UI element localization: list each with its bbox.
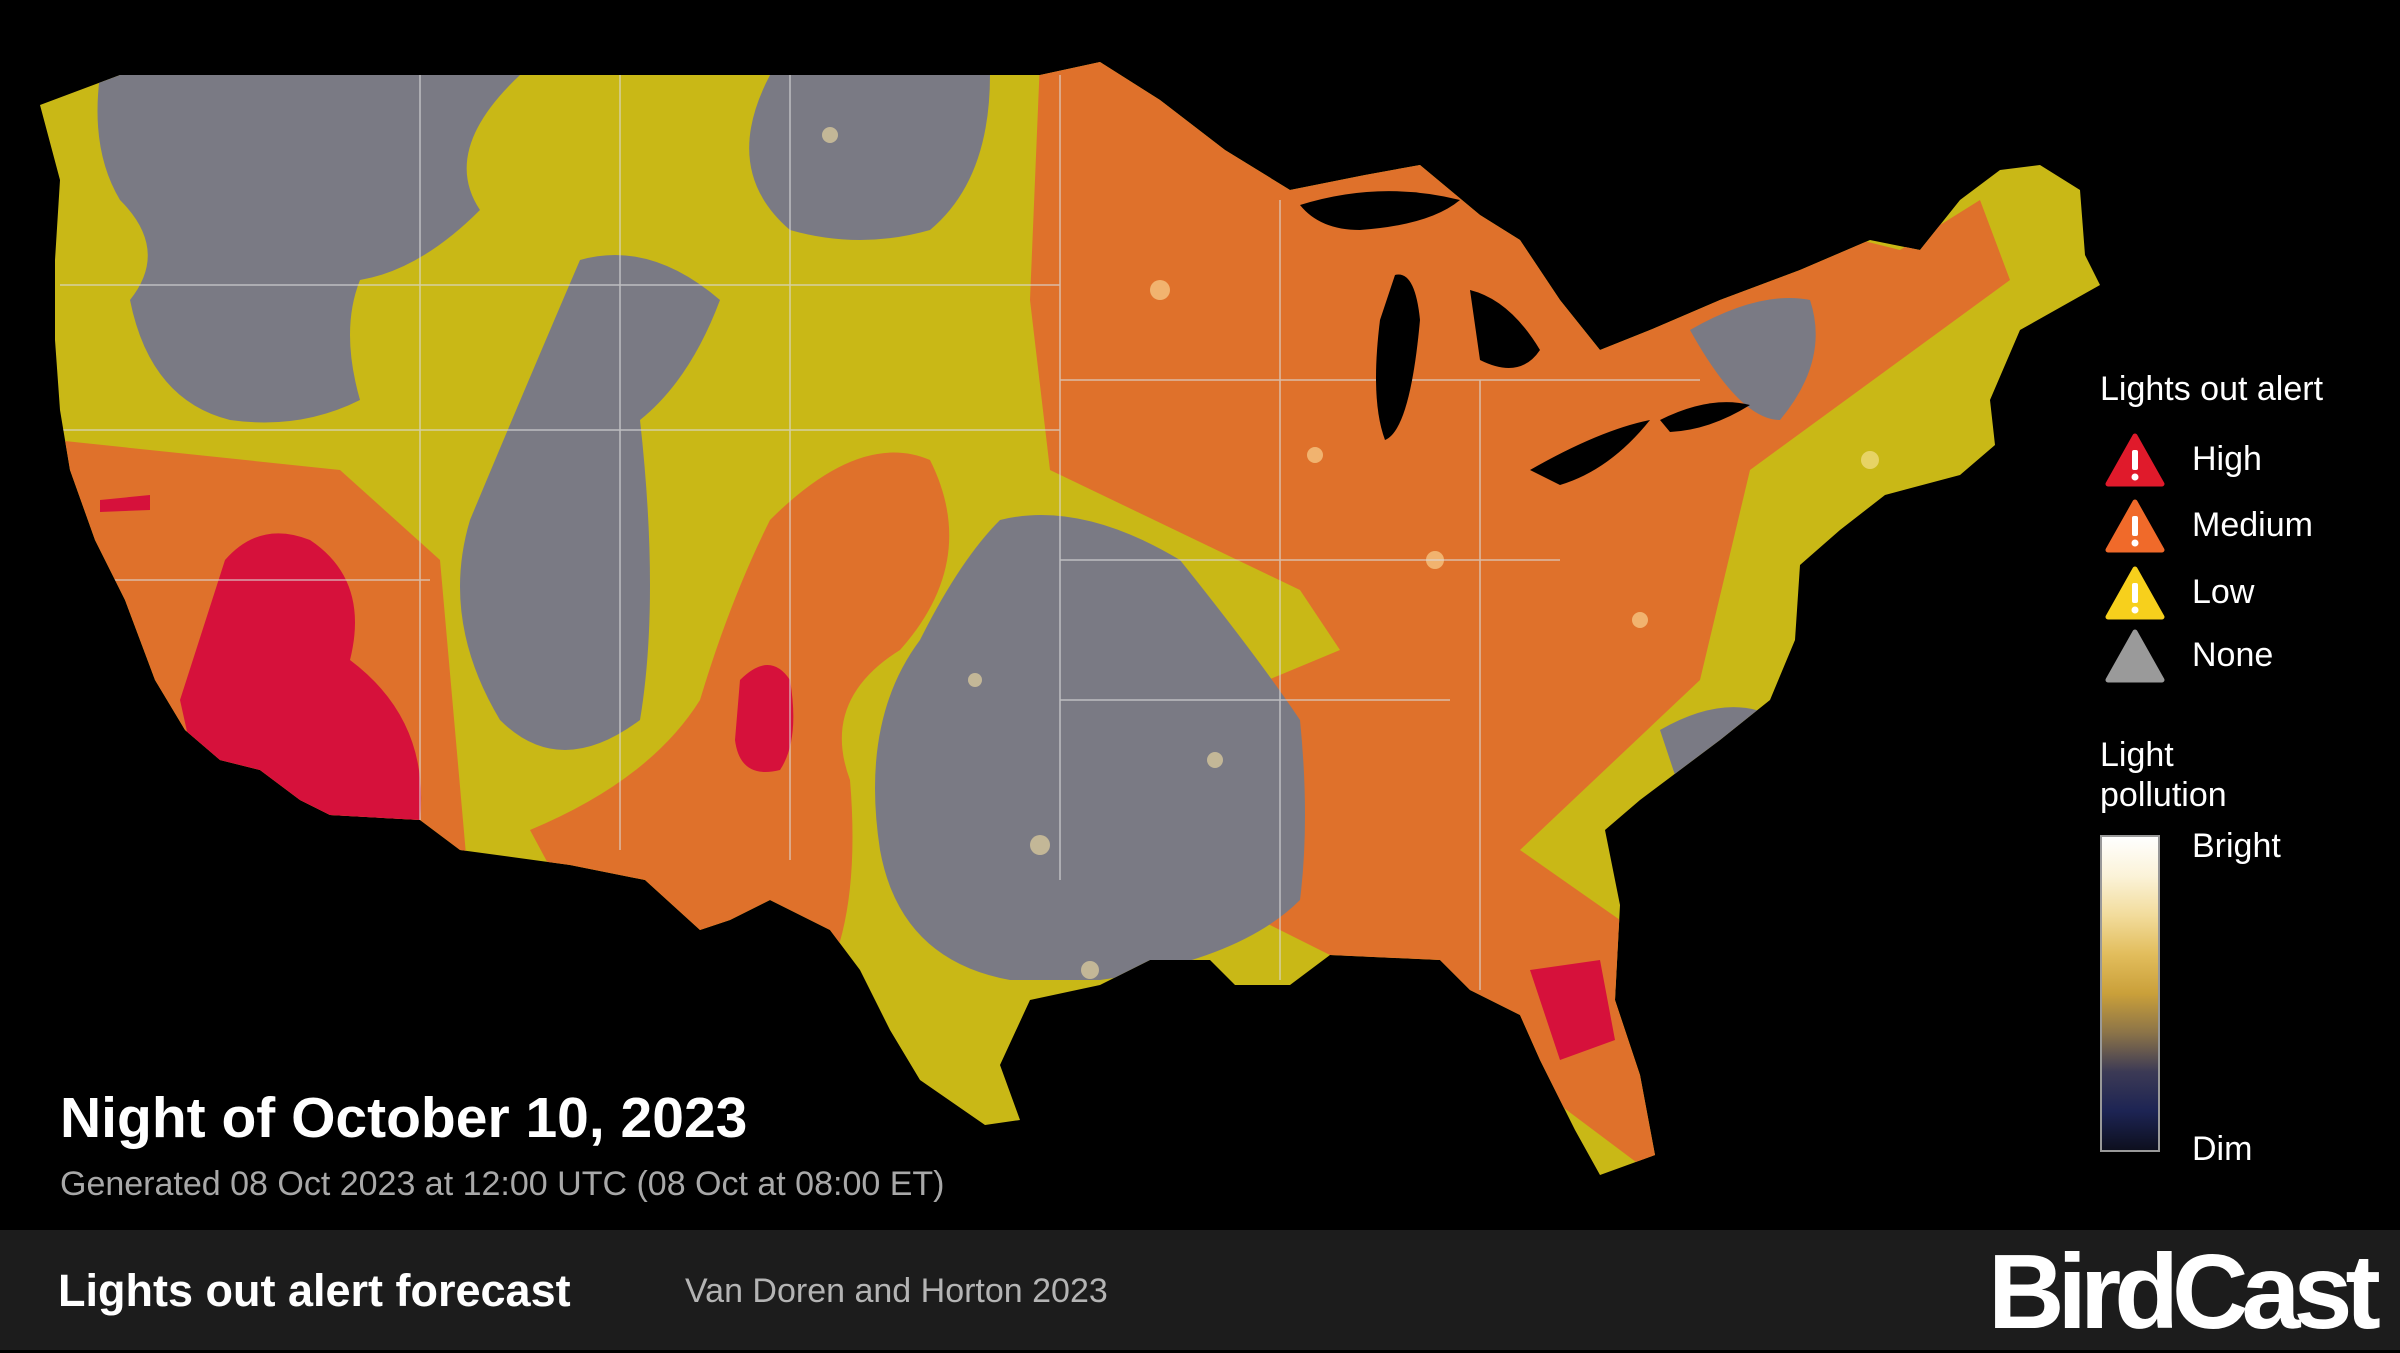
warning-icon — [2105, 499, 2165, 553]
legend-label-low: Low — [2192, 573, 2255, 611]
legend-item-medium: Medium — [2105, 498, 2365, 554]
footer-citation: Van Doren and Horton 2023 — [685, 1272, 1108, 1310]
warning-icon — [2105, 566, 2165, 620]
legend-item-none: None — [2105, 628, 2365, 684]
legend-item-low: Low — [2105, 565, 2365, 621]
light-pollution-title-line2: pollution — [2100, 776, 2227, 814]
birdcast-logo: BirdCast — [1988, 1233, 2381, 1351]
legend-item-high: High — [2105, 432, 2365, 488]
generated-timestamp: Generated 08 Oct 2023 at 12:00 UTC (08 O… — [60, 1165, 945, 1203]
map-title: Night of October 10, 2023 — [60, 1086, 748, 1150]
legend-label-high: High — [2192, 440, 2262, 478]
footer-bar — [0, 1230, 2400, 1350]
alert-map — [40, 62, 2100, 1175]
footer-title: Lights out alert forecast — [58, 1265, 571, 1316]
colorbar-bright-label: Bright — [2192, 827, 2281, 865]
triangle-icon — [2105, 629, 2165, 683]
legend-label-none: None — [2192, 636, 2274, 674]
warning-icon — [2105, 433, 2165, 487]
light-pollution-colorbar — [2100, 835, 2160, 1152]
colorbar-dim-label: Dim — [2192, 1130, 2253, 1168]
legend-label-medium: Medium — [2192, 506, 2313, 544]
light-pollution-title-line1: Light — [2100, 736, 2174, 774]
alert-legend-title: Lights out alert — [2100, 370, 2324, 408]
light-pollution-title: Light pollution — [2100, 735, 2227, 815]
